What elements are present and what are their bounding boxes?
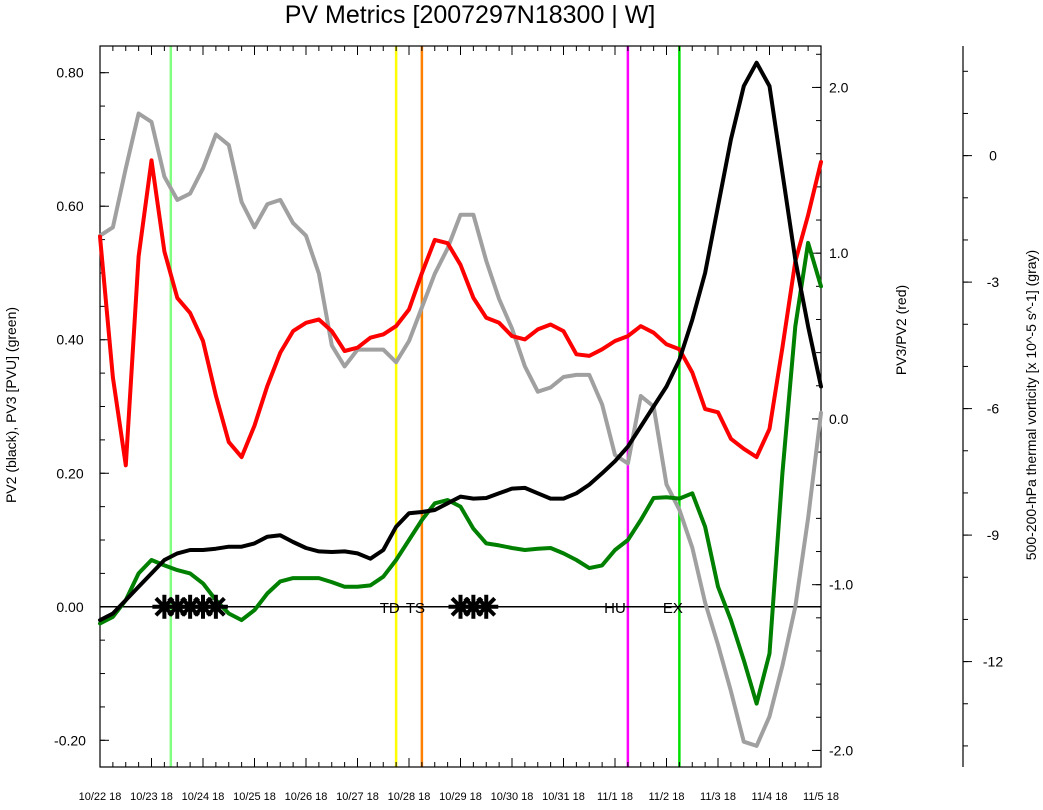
x-tick-label: 11/5 18 [803, 791, 839, 803]
y-right-tick-label: -2.0 [829, 742, 853, 758]
y-left-tick-label: 0.40 [56, 332, 83, 348]
x-tick-label: 10/24 18 [182, 791, 225, 803]
x-tick-label: 10/28 18 [388, 791, 431, 803]
x-tick-label: 10/26 18 [285, 791, 328, 803]
x-tick-label: 10/22 18 [79, 791, 122, 803]
y-left-tick-label: 0.20 [56, 465, 83, 481]
series-line-pv2 [98, 60, 823, 623]
x-tick-label: 10/31 18 [542, 791, 585, 803]
x-tick-label: 10/23 18 [130, 791, 173, 803]
y-far-right-tick-label: -9 [987, 527, 1000, 543]
stage-label-hu: HU [604, 600, 626, 617]
x-tick-label: 10/27 18 [336, 791, 379, 803]
series-line-thermal-vorticity [98, 111, 823, 748]
y-far-right-tick-label: -12 [983, 654, 1003, 670]
storm-marker-stroke [205, 596, 226, 617]
x-tick-label: 10/30 18 [491, 791, 534, 803]
y-left-axis-label: PV2 (black), PV3 [PVU] (green) [3, 307, 19, 503]
stage-label-ts: TS [406, 600, 425, 617]
y-far-right-axis-label: 500-200-hPa thermal vorticity [x 10^-5 s… [1023, 250, 1039, 560]
y-far-right-tick-label: -6 [987, 401, 1000, 417]
y-right-tick-label: -1.0 [829, 577, 853, 593]
x-tick-label: 10/29 18 [439, 791, 482, 803]
storm-marker-stroke [476, 596, 497, 617]
chart-title: PV Metrics [2007297N18300 | W] [285, 1, 656, 29]
y-right-tick-label: 2.0 [829, 79, 849, 95]
storm-marker-icon [474, 594, 499, 619]
x-tick-label: 11/4 18 [752, 791, 788, 803]
y-right-tick-label: 1.0 [829, 245, 849, 261]
y-left-tick-label: 0.00 [56, 599, 83, 615]
y-right-axis-label: PV3/PV2 (red) [893, 285, 909, 375]
stage-label-ex: EX [663, 600, 683, 617]
y-far-right-tick-label: -3 [987, 274, 1000, 290]
y-left-tick-label: 0.60 [56, 198, 83, 214]
y-right-tick-label: 0.0 [829, 411, 849, 427]
stage-label-td: TD [380, 600, 400, 617]
x-tick-label: 11/3 18 [700, 791, 736, 803]
storm-marker-icon [203, 594, 228, 619]
y-far-right-tick-label: 0 [989, 148, 997, 164]
x-tick-label: 10/25 18 [233, 791, 276, 803]
y-left-tick-label: 0.80 [56, 65, 83, 81]
series-line-pv3-pv2 [98, 158, 823, 468]
y-left-tick-label: -0.20 [54, 732, 86, 748]
x-tick-label: 11/2 18 [649, 791, 685, 803]
x-tick-label: 11/1 18 [597, 791, 633, 803]
